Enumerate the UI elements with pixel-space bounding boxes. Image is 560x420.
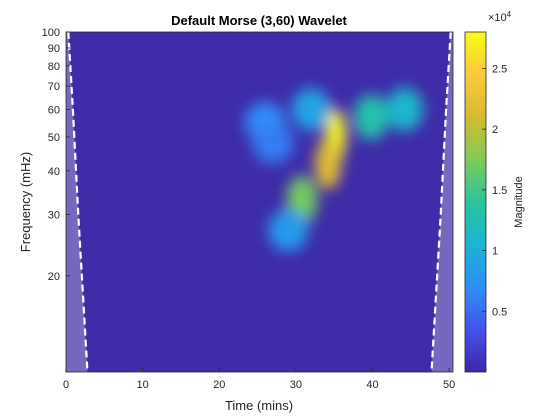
plot-area: 0 10 20 30 40 50 20 30 40 50 60 70 80 90 100 bbox=[42, 27, 456, 391]
y-tick-label: 20 bbox=[48, 271, 60, 283]
colorbar: 0.5 1 1.5 2 2.5 ×104 Magnitude bbox=[464, 10, 525, 373]
y-axis-ticks: 20 30 40 50 60 70 80 90 100 bbox=[42, 27, 70, 283]
x-tick-label: 30 bbox=[290, 379, 302, 391]
x-axis-label: Time (mins) bbox=[225, 398, 293, 413]
heatmap-hotspot bbox=[386, 87, 424, 132]
colorbar-ticks: 0.5 1 1.5 2 2.5 bbox=[482, 63, 507, 318]
heatmap-hotspot bbox=[315, 137, 342, 190]
colorbar-tick-label: 1 bbox=[492, 246, 498, 258]
y-tick-label: 50 bbox=[48, 132, 60, 144]
y-tick-label: 30 bbox=[48, 209, 60, 221]
y-tick-label: 100 bbox=[42, 27, 60, 39]
heatmap-hotspot bbox=[291, 88, 331, 131]
x-tick-label: 40 bbox=[366, 379, 378, 391]
coi-left-line bbox=[67, 32, 89, 372]
colorbar-tick-label: 1.5 bbox=[492, 185, 507, 197]
colorbar-exponent-base: ×10 bbox=[488, 12, 507, 24]
x-tick-label: 0 bbox=[63, 379, 69, 391]
scalogram-background bbox=[66, 32, 453, 372]
colorbar-tick-label: 0.5 bbox=[492, 306, 507, 318]
chart-title: Default Morse (3,60) Wavelet bbox=[171, 13, 347, 28]
plot-frame bbox=[65, 31, 454, 373]
y-tick-label: 80 bbox=[48, 61, 60, 73]
heatmap-hotspot bbox=[251, 123, 294, 164]
y-tick-label: 60 bbox=[48, 104, 60, 116]
heatmap-hotspot bbox=[353, 94, 389, 140]
colorbar-tick-label: 2 bbox=[492, 124, 498, 136]
y-axis-label: Frequency (mHz) bbox=[18, 152, 33, 252]
y-tick-label: 90 bbox=[48, 43, 60, 55]
cone-of-influence bbox=[66, 32, 453, 372]
colorbar-exponent-power: 4 bbox=[507, 10, 512, 19]
x-tick-label: 50 bbox=[443, 379, 455, 391]
scalogram-heatmap bbox=[244, 87, 424, 252]
colorbar-gradient bbox=[464, 31, 487, 373]
y-tick-label: 70 bbox=[48, 81, 60, 93]
x-tick-label: 10 bbox=[137, 379, 149, 391]
x-tick-label: 20 bbox=[213, 379, 225, 391]
colorbar-exponent: ×104 bbox=[488, 10, 512, 24]
x-axis-ticks: 0 10 20 30 40 50 bbox=[63, 368, 455, 391]
y-tick-label: 40 bbox=[48, 166, 60, 178]
heatmap-hotspot bbox=[268, 209, 309, 252]
colorbar-label: Magnitude bbox=[513, 176, 525, 227]
coi-right-line bbox=[430, 32, 452, 372]
colorbar-tick-label: 2.5 bbox=[492, 63, 507, 75]
